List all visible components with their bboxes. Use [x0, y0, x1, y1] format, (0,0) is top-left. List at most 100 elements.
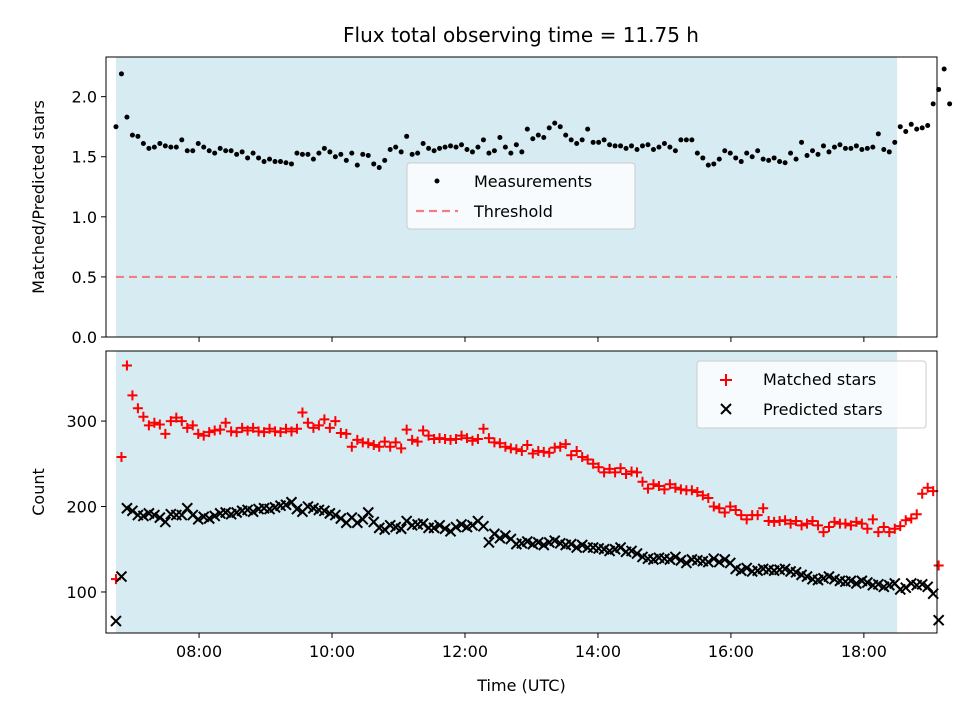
measurement-point [530, 136, 536, 142]
matched-star-marker [248, 422, 259, 433]
measurement-point [694, 150, 700, 156]
matched-star-marker [390, 437, 401, 448]
measurement-point [316, 150, 322, 156]
matched-star-marker [483, 433, 494, 444]
measurement-point [870, 144, 876, 150]
legend-box [406, 162, 636, 230]
measurement-point [502, 144, 508, 150]
matched-star-marker [319, 414, 330, 425]
measurement-point [601, 137, 607, 143]
measurement-point [541, 135, 547, 141]
matched-star-marker [138, 411, 149, 422]
matched-star-marker [467, 435, 478, 446]
matched-star-marker [132, 403, 143, 414]
measurement-point [607, 142, 613, 148]
predicted-star-marker [433, 519, 446, 532]
measurement-point [321, 145, 327, 151]
measurement-point [234, 151, 240, 157]
y-tick-label: 2.0 [72, 88, 97, 107]
measurement-point [332, 154, 338, 160]
matched-star-marker [291, 423, 302, 434]
matched-star-marker [198, 430, 209, 441]
matched-star-marker [725, 501, 736, 512]
measurement-point [190, 148, 196, 154]
series-predicted-stars [110, 496, 945, 627]
measurement-point [217, 145, 223, 151]
measurement-point [689, 137, 695, 143]
matched-star-marker [621, 469, 632, 480]
measurement-point [700, 155, 706, 161]
matched-star-marker [829, 516, 840, 527]
legend: Matched stars Predicted stars [696, 360, 927, 429]
matched-star-marker [686, 485, 697, 496]
measurement-point [744, 150, 750, 156]
measurement-point [799, 139, 805, 145]
measurement-point [820, 143, 826, 149]
measurement-point [256, 155, 262, 161]
measurement-point [212, 150, 218, 156]
measurement-point [859, 147, 865, 153]
matched-star-marker [560, 439, 571, 450]
measurement-point [223, 148, 229, 154]
chart-title: Flux total observing time = 11.75 h [343, 23, 699, 47]
matched-star-marker [286, 426, 297, 437]
measurement-point [875, 131, 881, 137]
matched-star-marker [472, 434, 483, 445]
predicted-star-marker [362, 506, 374, 519]
measurement-point [513, 142, 519, 148]
matched-star-marker [588, 458, 599, 469]
measurement-point [228, 148, 234, 154]
matched-star-marker [516, 445, 527, 456]
matched-star-marker [324, 422, 335, 433]
measurement-point [382, 157, 388, 163]
predicted-star-marker [708, 552, 720, 565]
matched-star-marker [176, 416, 187, 427]
measurement-point [475, 144, 481, 150]
measurement-point [365, 153, 371, 159]
measurement-point [179, 137, 185, 143]
matched-star-marker [363, 438, 374, 449]
measurement-point [760, 156, 766, 162]
series-measurements [113, 66, 953, 171]
predicted-star-marker [110, 615, 122, 627]
measurement-point [168, 144, 174, 150]
measurement-point [563, 132, 569, 138]
measurement-point [491, 148, 497, 154]
matched-star-marker [933, 560, 944, 571]
measurement-point [415, 150, 421, 156]
measurement-point [645, 142, 651, 148]
measurement-point [667, 144, 673, 150]
matched-star-marker [275, 427, 286, 438]
matched-star-marker [237, 422, 248, 433]
legend-box [696, 360, 927, 429]
legend-predicted-marker [720, 403, 732, 415]
matched-star-marker [741, 514, 752, 525]
measurement-point [250, 150, 256, 156]
predicted-star-marker [631, 547, 643, 560]
predicted-star-marker [932, 614, 945, 626]
measurement-point [305, 151, 311, 157]
matched-star-marker [500, 441, 511, 452]
measurement-point [947, 101, 953, 107]
matched-star-marker [154, 419, 165, 430]
matched-star-marker [478, 423, 489, 434]
x-tick-label: 12:00 [442, 642, 488, 661]
legend-matched-marker [720, 374, 732, 386]
matched-star-marker [544, 447, 555, 458]
measurement-point [448, 143, 454, 149]
measurement-point [195, 141, 201, 147]
measurement-point [782, 160, 788, 166]
measurement-point [629, 143, 635, 149]
measurement-point [360, 151, 366, 157]
measurement-point [480, 137, 486, 143]
matched-star-marker [845, 520, 856, 531]
measurement-point [393, 144, 399, 150]
measurement-point [711, 161, 717, 167]
measurement-point [919, 125, 925, 131]
predicted-star-marker [329, 509, 342, 521]
measurement-point [864, 145, 870, 151]
measurement-point [678, 137, 684, 143]
measurement-point [650, 147, 656, 153]
measurement-point [184, 148, 190, 154]
